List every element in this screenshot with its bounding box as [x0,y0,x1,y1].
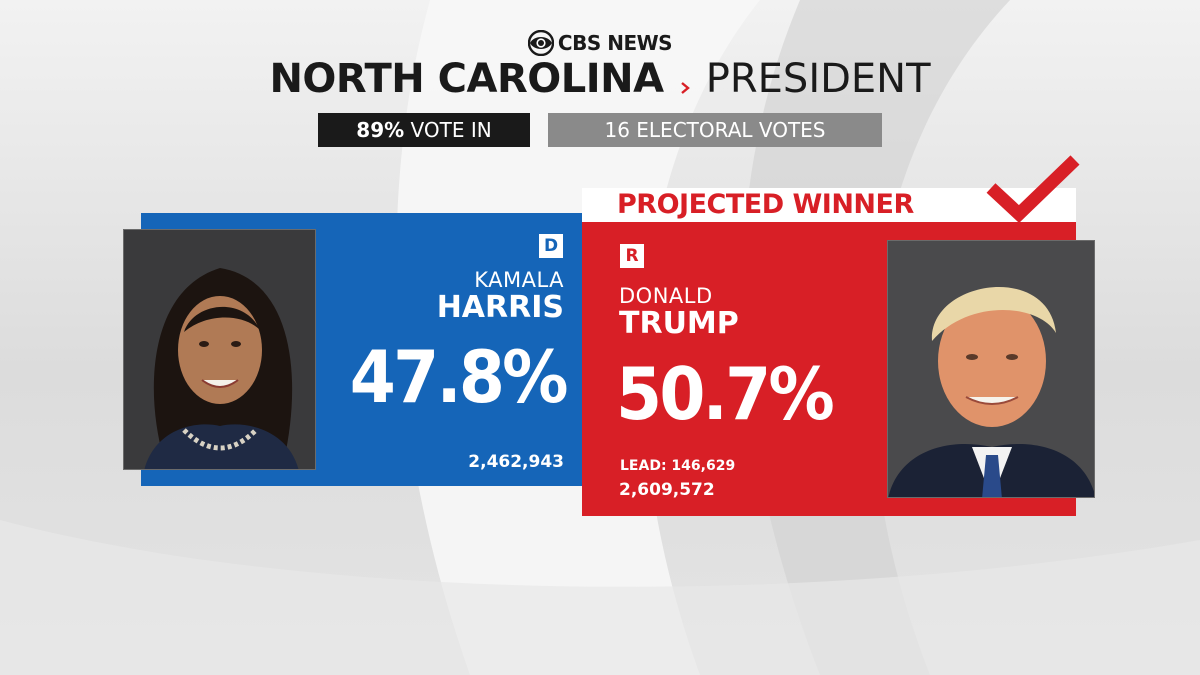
cbs-eye-icon [527,30,554,56]
race-title: NORTH CAROLINA PRESIDENT [0,56,1200,102]
trump-vote-count: 2,609,572 [619,480,715,500]
chevron-right-icon [680,81,690,94]
electoral-votes-badge: 16 ELECTORAL VOTES [548,113,882,147]
state-name: NORTH CAROLINA [269,56,664,102]
checkmark-icon [986,155,1080,222]
harris-first-name: KAMALA [474,268,564,292]
office-name: PRESIDENT [705,56,931,102]
trump-first-name: DONALD [619,284,713,308]
vote-in-percent: 89% [356,118,405,142]
vote-in-badge: 89% VOTE IN [318,113,530,147]
projected-winner-label: PROJECTED WINNER [617,189,914,220]
trump-photo [887,240,1095,498]
vote-in-label: VOTE IN [410,118,492,142]
network-logo: CBS NEWS [0,30,1200,60]
harris-vote-count: 2,462,943 [468,452,564,472]
trump-last-name: TRUMP [619,306,739,341]
network-name: CBS NEWS [557,31,673,55]
electoral-votes-label: 16 ELECTORAL VOTES [604,118,826,142]
harris-last-name: HARRIS [436,290,564,325]
republican-badge: R [620,244,644,268]
trump-lead: LEAD: 146,629 [620,458,736,474]
democrat-badge: D [539,234,563,258]
trump-vote-percent: 50.7% [616,352,835,436]
harris-photo [123,229,316,470]
harris-vote-percent: 47.8% [349,335,569,419]
